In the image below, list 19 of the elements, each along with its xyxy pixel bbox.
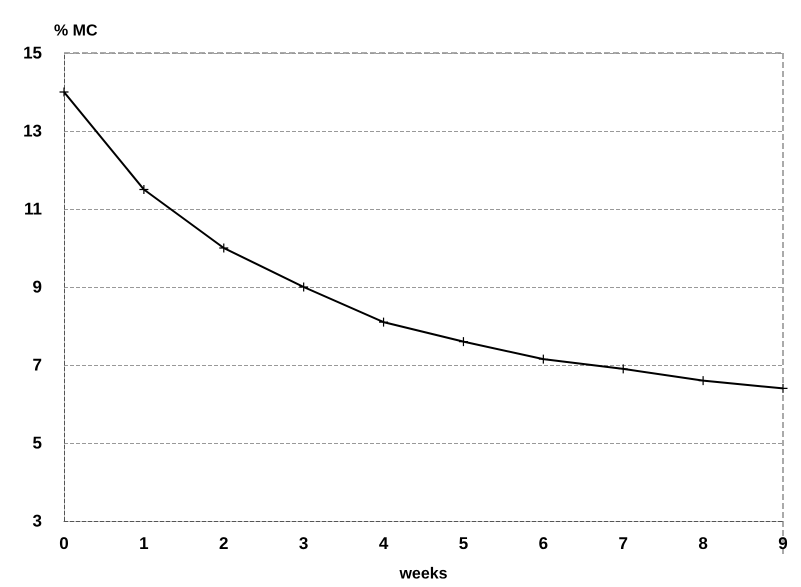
x-tick-label: 2 [219, 534, 229, 553]
x-axis-title: weeks [398, 566, 448, 582]
x-tick-label: 8 [698, 534, 708, 553]
x-tick-label: 7 [618, 534, 628, 553]
y-tick-label: 13 [23, 122, 42, 140]
y-tick-label: 15 [23, 44, 42, 62]
x-tick-label: 9 [778, 534, 788, 553]
x-tick-label: 6 [538, 534, 548, 553]
x-tick-label: 1 [139, 534, 149, 553]
y-tick-label: 5 [32, 434, 42, 452]
x-tick-label: 4 [378, 534, 389, 553]
y-tick-label: 11 [24, 200, 42, 218]
y-tick-label: 9 [32, 278, 42, 296]
x-tick-label: 5 [458, 534, 468, 553]
y-axis-title: % MC [54, 22, 98, 40]
y-tick-label: 3 [32, 512, 42, 530]
x-tick-label: 3 [298, 534, 308, 553]
y-tick-label: 7 [32, 356, 42, 374]
x-tick-label: 0 [59, 534, 69, 553]
